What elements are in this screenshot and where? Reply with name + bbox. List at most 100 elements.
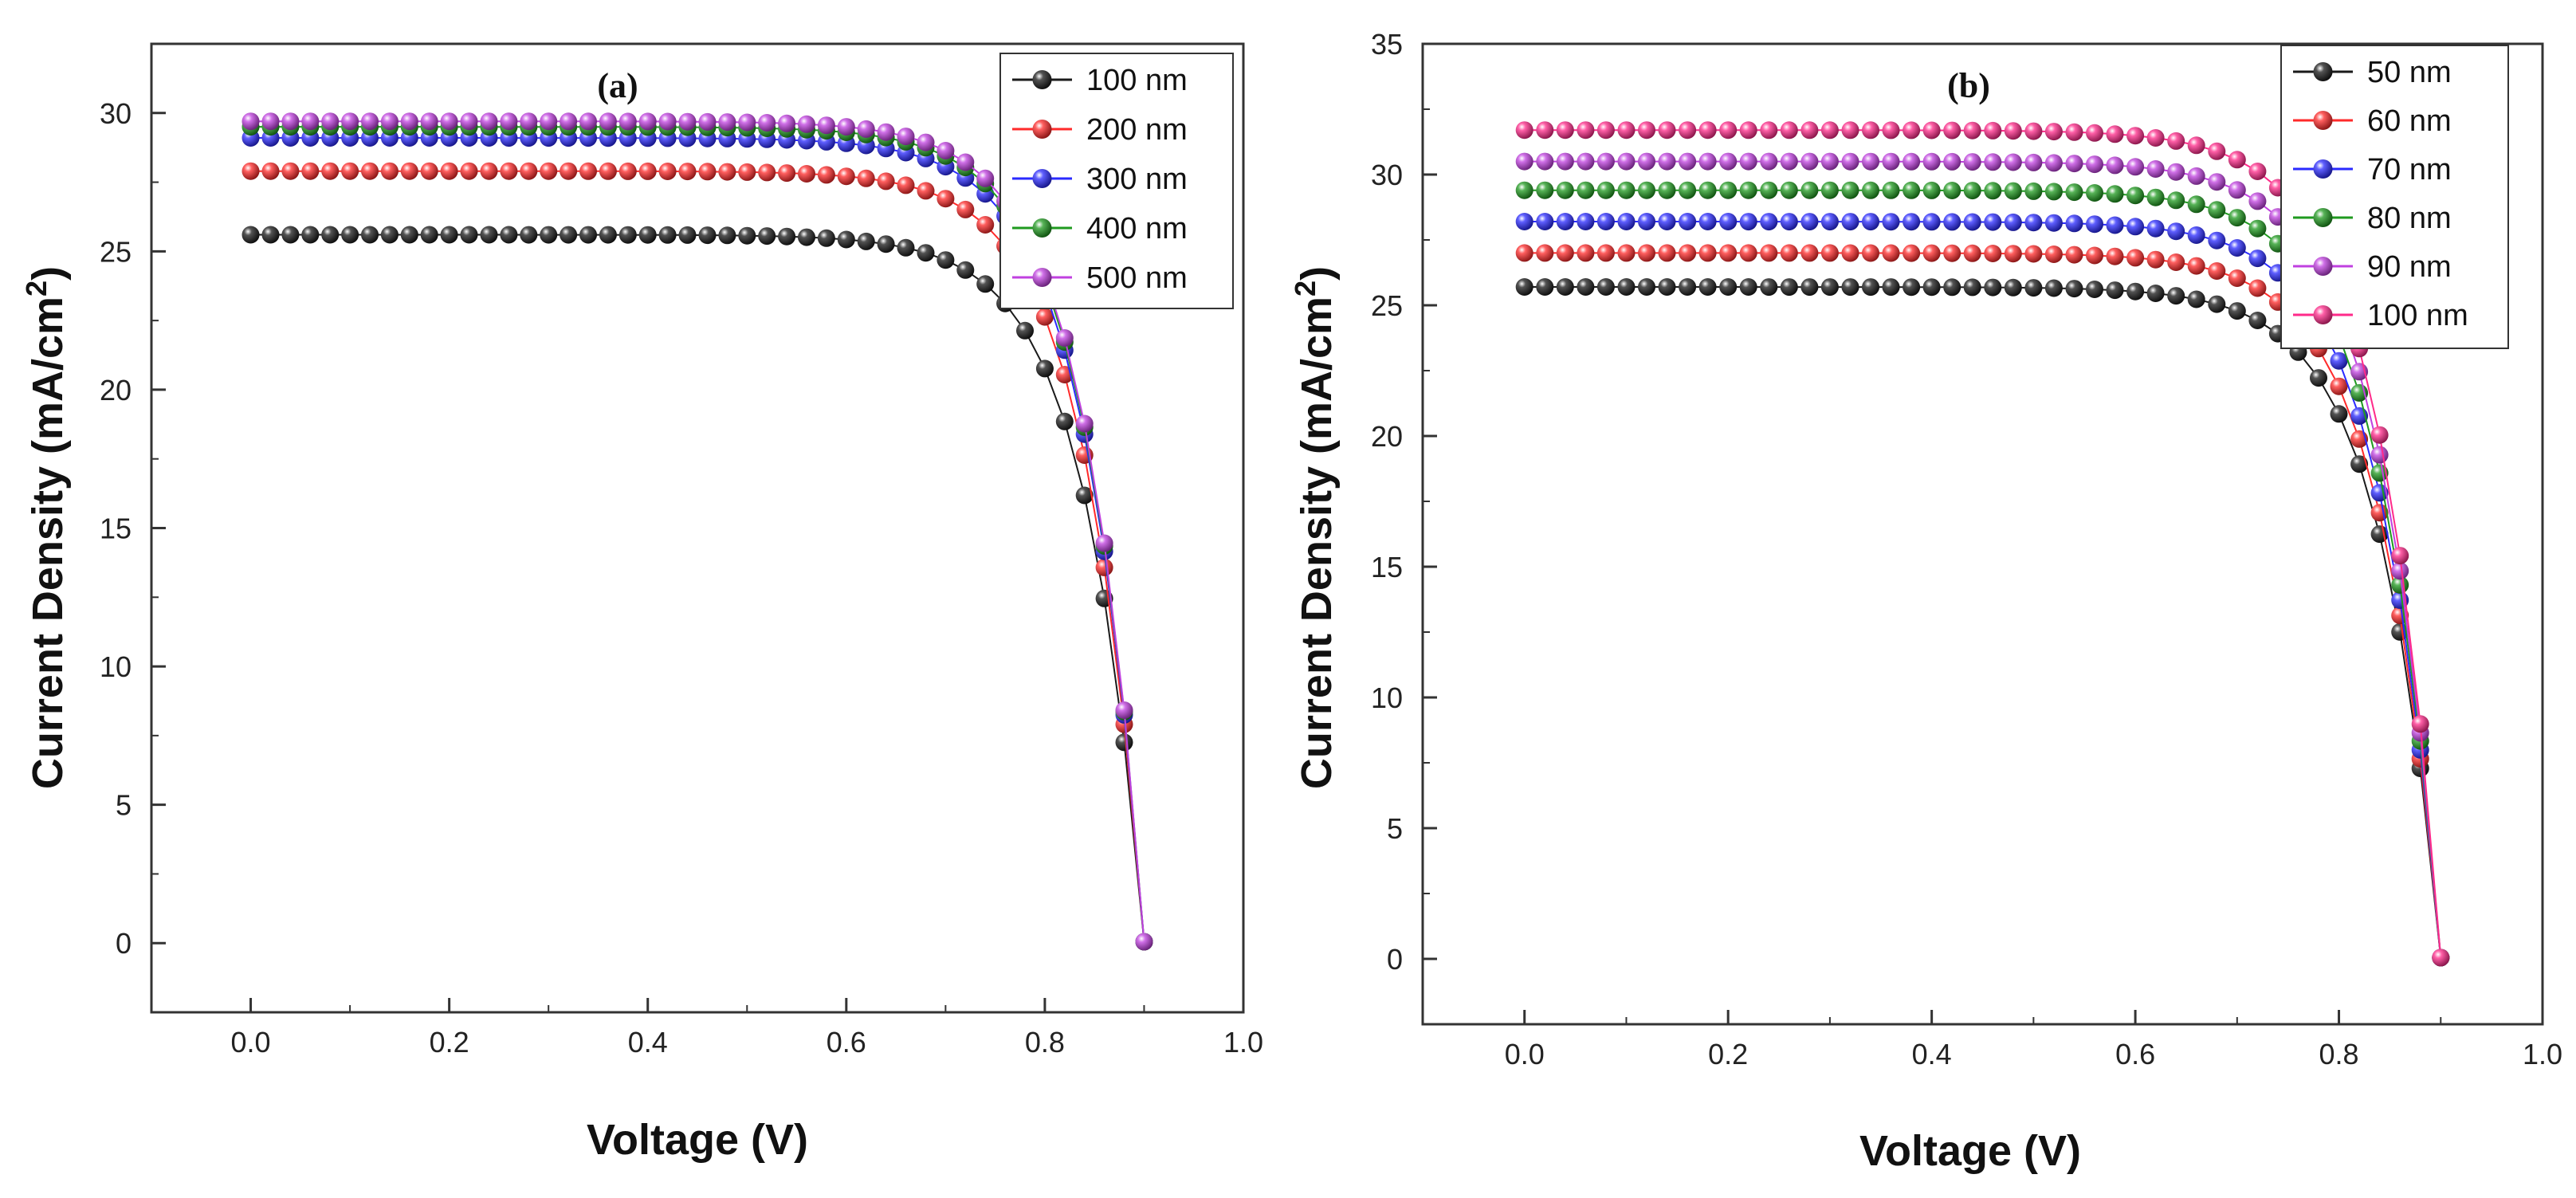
data-point: [2004, 278, 2022, 297]
data-point: [500, 112, 518, 131]
data-point: [2024, 279, 2043, 297]
series-line: [250, 126, 1145, 942]
data-point: [380, 112, 399, 131]
data-point: [1780, 181, 1798, 199]
y-axis-title-a: Current Density (mA/cm2): [20, 266, 73, 789]
data-point: [2187, 290, 2205, 308]
legend-label: 500 nm: [1086, 261, 1188, 295]
data-point: [2065, 214, 2083, 233]
x-tick-label-b: 0.2: [1708, 1038, 1748, 1070]
y-axis-title-main-a: Current Density (mA/cm: [24, 297, 72, 789]
data-point: [1841, 181, 1859, 199]
data-point: [1658, 181, 1676, 199]
data-point: [1719, 121, 1738, 139]
data-point: [1515, 278, 1533, 296]
x-tick-label-a: 0.6: [827, 1026, 866, 1059]
y-tick-label-b: 30: [1371, 159, 1403, 191]
data-point: [738, 226, 756, 245]
y-axis-title-sup-b: 2: [1289, 281, 1321, 297]
data-point: [361, 112, 379, 131]
data-point: [1617, 181, 1636, 199]
data-point: [599, 162, 617, 180]
axis-ticks-b: 0.0 0.2 0.4 0.6 0.8 1.0 0 5 10 15 20 25 30 35: [1371, 28, 2562, 1070]
data-point: [400, 112, 418, 131]
data-point: [560, 162, 578, 180]
data-point: [2208, 262, 2226, 280]
data-point: [2167, 287, 2185, 305]
data-point: [1556, 278, 1574, 296]
series-a-100nm: [242, 226, 1153, 951]
series-b-50nm: [1515, 278, 2450, 967]
data-point: [897, 176, 915, 194]
data-point: [2167, 132, 2185, 150]
data-point: [1679, 278, 1697, 296]
data-point: [1577, 121, 1595, 139]
data-point: [361, 226, 379, 244]
data-point: [758, 163, 776, 182]
data-point: [2330, 377, 2348, 395]
data-point: [857, 169, 875, 187]
data-point: [1841, 213, 1859, 231]
data-point: [2106, 216, 2124, 234]
legend-label: 70 nm: [2367, 153, 2452, 187]
data-point: [917, 182, 935, 200]
data-point: [2248, 219, 2267, 238]
data-point: [2310, 369, 2327, 387]
data-point: [1035, 359, 1054, 378]
data-point: [1760, 152, 1778, 171]
data-point: [778, 227, 796, 245]
data-point: [2106, 185, 2124, 203]
data-point: [1780, 278, 1798, 297]
data-point: [678, 163, 697, 181]
data-point: [2330, 352, 2348, 370]
data-point: [2187, 136, 2205, 155]
legend-marker: [1032, 70, 1052, 89]
data-point: [321, 162, 340, 180]
data-point: [1780, 244, 1798, 262]
legend-marker: [2313, 159, 2333, 179]
data-point: [976, 216, 995, 234]
data-point: [798, 228, 815, 246]
data-point: [460, 112, 478, 131]
y-axis-title-main-b: Current Density (mA/cm: [1293, 297, 1341, 789]
data-point: [1963, 278, 1981, 297]
data-point: [321, 226, 340, 244]
data-point: [1820, 244, 1839, 262]
data-point: [1515, 244, 1533, 262]
data-point: [500, 226, 518, 244]
y-tick-label-a: 20: [100, 374, 132, 407]
data-point: [778, 114, 796, 132]
data-point: [1903, 181, 1921, 199]
data-point: [281, 112, 300, 131]
data-point: [2126, 158, 2145, 176]
data-point: [1596, 152, 1615, 171]
data-point: [1739, 213, 1757, 231]
data-point: [2044, 123, 2063, 141]
data-point: [1984, 278, 2002, 297]
data-point: [1882, 121, 1900, 139]
data-point: [1577, 244, 1595, 262]
data-point: [1135, 933, 1153, 951]
data-point: [1556, 244, 1574, 262]
series-line: [250, 170, 1145, 942]
data-point: [897, 128, 915, 146]
data-point: [837, 167, 855, 186]
data-point: [1556, 152, 1574, 171]
data-point: [1882, 152, 1900, 171]
data-point: [1115, 701, 1133, 719]
data-point: [618, 226, 637, 244]
data-point: [540, 162, 558, 180]
data-point: [937, 142, 955, 159]
data-point: [2146, 188, 2165, 206]
data-point: [1841, 278, 1859, 297]
data-point: [1617, 244, 1636, 262]
y-tick-label-a: 0: [116, 927, 132, 960]
data-point: [1556, 121, 1574, 139]
data-point: [2044, 245, 2063, 263]
chart-b: 0.0 0.2 0.4 0.6 0.8 1.0 0 5 10 15 20 25 30 35 (b) Vol…: [1289, 28, 2563, 1175]
data-point: [540, 112, 558, 131]
data-point: [2248, 312, 2267, 329]
y-axis-title-end-b: ): [1293, 266, 1341, 281]
data-point: [1556, 181, 1574, 199]
data-point: [1780, 213, 1798, 231]
